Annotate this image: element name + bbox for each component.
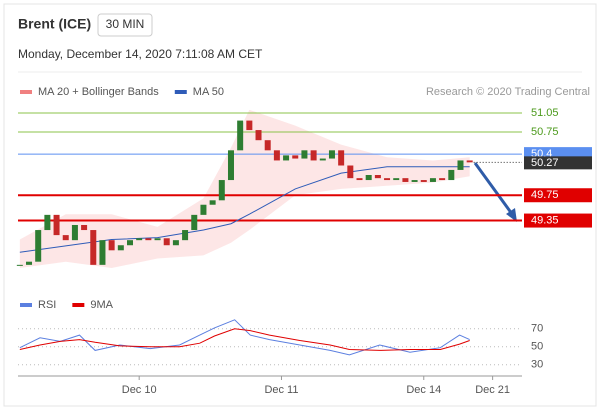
- candle: [145, 238, 152, 241]
- candle: [319, 158, 326, 161]
- candle: [338, 150, 345, 166]
- candle: [163, 238, 170, 246]
- candle: [127, 240, 133, 246]
- x-tick-label: Dec 21: [475, 384, 510, 396]
- interval: 30 MIN: [106, 17, 145, 31]
- candle: [227, 150, 234, 181]
- candle: [53, 214, 60, 236]
- forecast-arrow: [473, 162, 514, 215]
- candle: [374, 174, 381, 179]
- candle: [246, 120, 253, 131]
- candle: [209, 200, 216, 205]
- level-label-box: [524, 188, 592, 203]
- candle: [108, 240, 115, 251]
- candle: [365, 174, 372, 181]
- legend-label: MA 20 + Bollinger Bands: [38, 86, 159, 98]
- candle: [448, 169, 455, 181]
- credit: Research © 2020 Trading Central: [426, 86, 590, 98]
- y-tick-label: 70: [531, 323, 543, 335]
- candle: [411, 180, 418, 182]
- candle: [264, 140, 271, 151]
- candle: [237, 120, 244, 151]
- legend-swatch: [72, 303, 85, 307]
- y-tick-label: 50: [531, 341, 543, 353]
- x-tick-label: Dec 14: [406, 384, 441, 396]
- candle: [99, 240, 106, 265]
- symbol: Brent (ICE): [18, 16, 91, 32]
- candle: [420, 180, 427, 182]
- candle: [71, 224, 78, 241]
- candle: [62, 235, 69, 241]
- candle: [44, 214, 51, 231]
- legend-label: MA 50: [193, 86, 224, 98]
- forecast-arrowhead: [506, 208, 517, 222]
- x-tick-label: Dec 11: [264, 384, 298, 396]
- level-label: 50.75: [531, 126, 559, 138]
- candle: [90, 230, 97, 265]
- candle: [310, 150, 317, 161]
- last-price-label: 50.27: [531, 157, 559, 169]
- candle: [191, 214, 198, 231]
- candle: [182, 230, 189, 241]
- legend-swatch: [20, 90, 32, 94]
- interval-box: [97, 13, 153, 37]
- candle: [301, 150, 308, 159]
- candle: [35, 230, 42, 262]
- bollinger-band: [19, 109, 470, 269]
- candle: [328, 150, 335, 159]
- candle: [273, 150, 280, 161]
- level-label: 49.35: [531, 214, 559, 226]
- candle: [429, 178, 436, 182]
- legend-label: 9MA: [90, 299, 113, 311]
- x-tick-label: Dec 10: [122, 384, 157, 396]
- candle: [356, 178, 363, 181]
- candle: [255, 130, 262, 141]
- candle: [283, 155, 290, 161]
- candle: [393, 178, 400, 181]
- candle: [292, 155, 299, 159]
- series-line: [19, 328, 470, 351]
- candle: [347, 165, 354, 179]
- candle: [218, 180, 225, 201]
- candle: [466, 160, 473, 163]
- candle: [26, 261, 33, 265]
- candle: [172, 240, 179, 246]
- candle: [439, 178, 446, 181]
- level-label: 51.05: [531, 107, 559, 119]
- level-label-box: [524, 213, 592, 228]
- candle: [117, 245, 124, 251]
- frame: [3, 3, 597, 407]
- datetime: Monday, December 14, 2020 7:11:08 AM CET: [18, 47, 263, 61]
- candle: [16, 264, 23, 266]
- level-label: 49.75: [531, 189, 559, 201]
- candle: [384, 178, 391, 181]
- candle: [81, 224, 88, 231]
- legend-label: RSI: [38, 299, 56, 311]
- legend-swatch: [174, 90, 187, 94]
- legend-swatch: [20, 303, 32, 307]
- candle: [154, 238, 161, 241]
- candle: [136, 238, 143, 241]
- candle: [200, 204, 207, 215]
- candle: [402, 178, 409, 182]
- candle: [457, 160, 464, 170]
- last-price-box: [524, 156, 592, 170]
- y-tick-label: 30: [531, 359, 543, 371]
